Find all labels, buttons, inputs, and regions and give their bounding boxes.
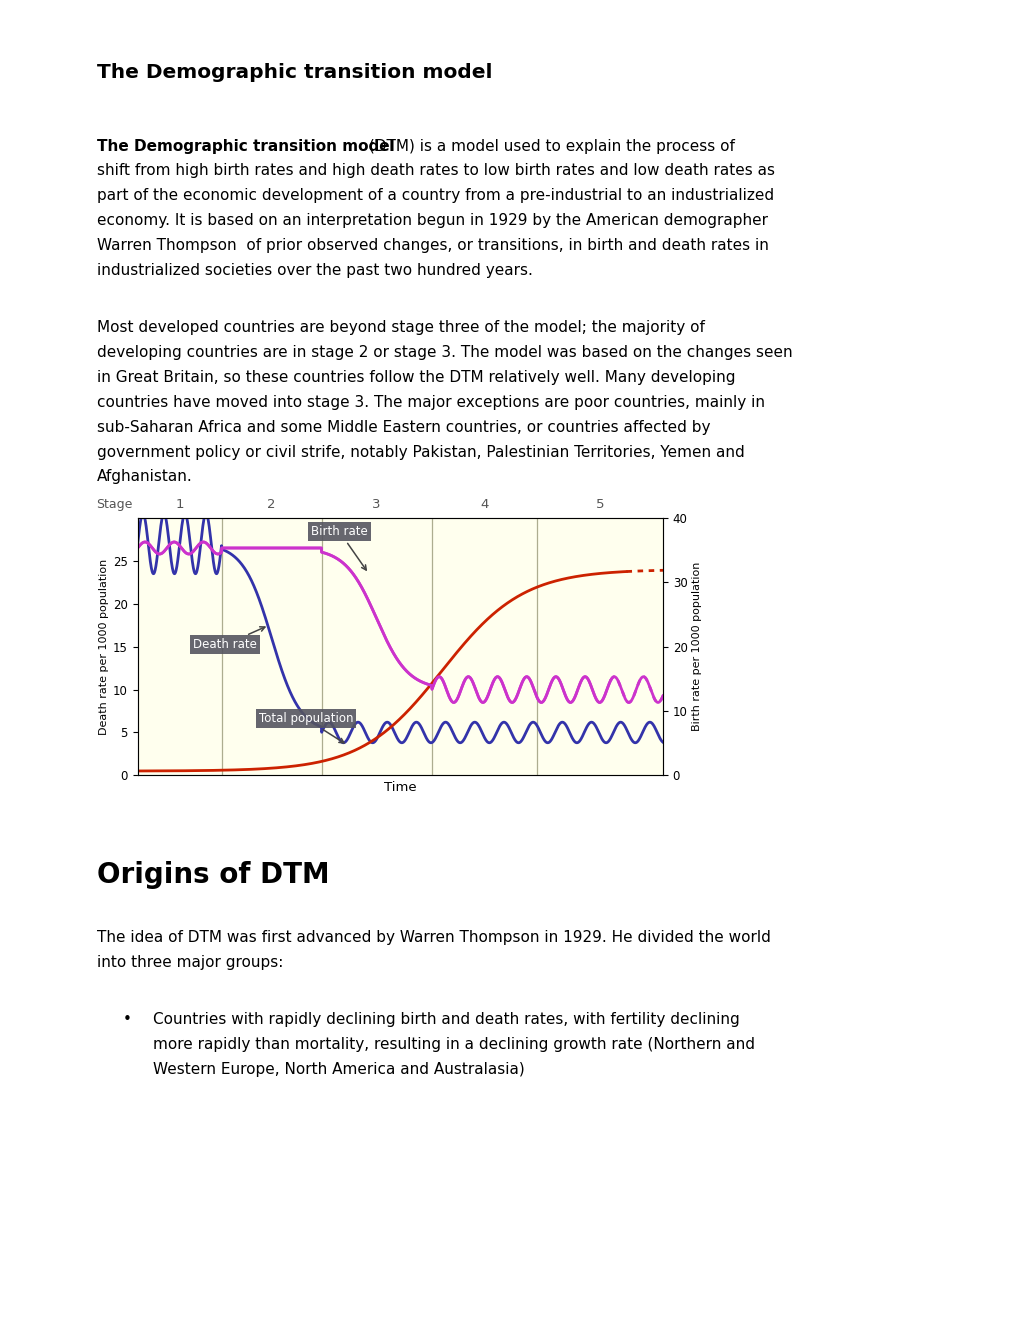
Text: shift from high birth rates and high death rates to low birth rates and low deat: shift from high birth rates and high dea… (97, 164, 774, 178)
Text: Afghanistan.: Afghanistan. (97, 470, 193, 484)
Text: Most developed countries are beyond stage three of the model; the majority of: Most developed countries are beyond stag… (97, 321, 704, 335)
Text: 5: 5 (595, 498, 603, 511)
Text: Western Europe, North America and Australasia): Western Europe, North America and Austra… (153, 1063, 524, 1077)
Text: 3: 3 (372, 498, 380, 511)
Text: countries have moved into stage 3. The major exceptions are poor countries, main: countries have moved into stage 3. The m… (97, 395, 764, 411)
Text: Birth rate: Birth rate (311, 525, 368, 570)
Text: more rapidly than mortality, resulting in a declining growth rate (Northern and: more rapidly than mortality, resulting i… (153, 1038, 754, 1052)
Text: 1: 1 (175, 498, 183, 511)
Text: (DTM) is a model used to explain the process of: (DTM) is a model used to explain the pro… (364, 139, 735, 153)
Text: The Demographic transition model: The Demographic transition model (97, 139, 394, 153)
Text: Total population: Total population (258, 713, 353, 743)
Y-axis label: Death rate per 1000 population: Death rate per 1000 population (99, 558, 109, 735)
Text: developing countries are in stage 2 or stage 3. The model was based on the chang: developing countries are in stage 2 or s… (97, 346, 792, 360)
Text: government policy or civil strife, notably Pakistan, Palestinian Territories, Ye: government policy or civil strife, notab… (97, 445, 744, 459)
Text: The idea of DTM was first advanced by Warren Thompson in 1929. He divided the wo: The idea of DTM was first advanced by Wa… (97, 929, 770, 945)
Text: 4: 4 (480, 498, 488, 511)
Text: sub-Saharan Africa and some Middle Eastern countries, or countries affected by: sub-Saharan Africa and some Middle Easte… (97, 420, 709, 434)
Text: part of the economic development of a country from a pre-industrial to an indust: part of the economic development of a co… (97, 189, 773, 203)
Text: Origins of DTM: Origins of DTM (97, 861, 329, 890)
X-axis label: Time: Time (384, 781, 416, 793)
Text: The Demographic transition model: The Demographic transition model (97, 63, 492, 82)
Text: in Great Britain, so these countries follow the DTM relatively well. Many develo: in Great Britain, so these countries fol… (97, 370, 735, 385)
Text: Warren Thompson  of prior observed changes, or transitions, in birth and death r: Warren Thompson of prior observed change… (97, 238, 768, 253)
Text: Death rate: Death rate (193, 627, 265, 651)
Text: into three major groups:: into three major groups: (97, 954, 283, 970)
Text: Countries with rapidly declining birth and death rates, with fertility declining: Countries with rapidly declining birth a… (153, 1012, 739, 1027)
Text: industrialized societies over the past two hundred years.: industrialized societies over the past t… (97, 263, 532, 277)
Text: economy. It is based on an interpretation begun in 1929 by the American demograp: economy. It is based on an interpretatio… (97, 213, 767, 228)
Y-axis label: Birth rate per 1000 population: Birth rate per 1000 population (691, 562, 701, 731)
Text: •: • (122, 1012, 131, 1027)
Text: Stage: Stage (96, 498, 131, 511)
Text: 2: 2 (267, 498, 275, 511)
